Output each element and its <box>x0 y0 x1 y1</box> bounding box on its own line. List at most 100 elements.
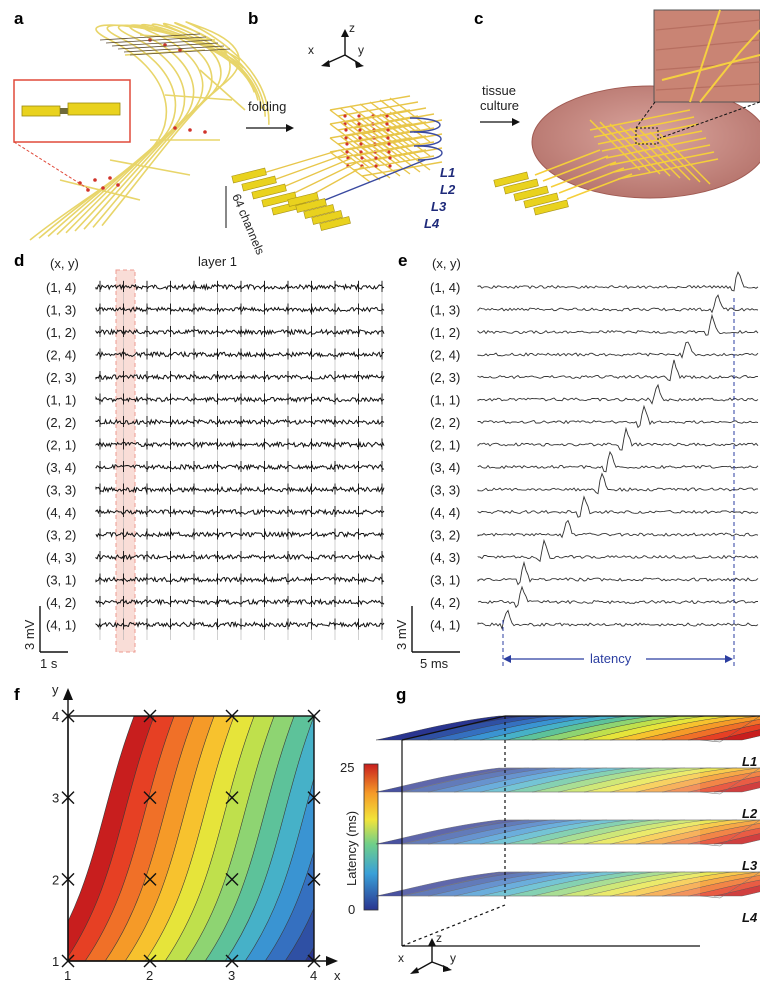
trace <box>95 306 385 314</box>
panel-label-a: a <box>14 9 24 28</box>
row-label: (2, 1) <box>430 438 460 453</box>
row-label: (1, 2) <box>430 325 460 340</box>
layer-plane <box>375 819 760 847</box>
electrode-marker <box>143 791 157 805</box>
f-axis-y: y <box>52 682 59 697</box>
row-label: (4, 1) <box>430 618 460 633</box>
trace <box>95 598 385 606</box>
axis-y-b: y <box>358 43 364 57</box>
g-layer-L4: L4 <box>742 910 758 925</box>
trace <box>95 283 385 291</box>
row-label: (1, 2) <box>46 325 76 340</box>
panel-d-scale-t: 1 s <box>40 656 58 671</box>
spike-trace <box>477 341 759 359</box>
latency-band <box>284 907 314 961</box>
panel-e-spikes: (x, y) (1, 4) (1, 3) (1, 2) (2, 4) (2, 3) (1,… <box>394 256 759 671</box>
row-label: (1, 3) <box>430 303 460 318</box>
spike-trace <box>477 560 759 586</box>
panel-e-scale-v: 3 mV <box>394 619 409 650</box>
y-tick-label: 2 <box>52 872 59 887</box>
layer-label-L3: L3 <box>431 199 447 214</box>
trace <box>95 373 385 381</box>
panel-label-d: d <box>14 251 24 270</box>
electrode-marker <box>61 791 75 805</box>
y-tick-label: 1 <box>52 954 59 969</box>
row-label: (2, 4) <box>46 348 76 363</box>
panel-f-latency-map: y x 1 2 3 4 1 2 3 4 25 0 Latency (ms) <box>52 682 379 983</box>
row-label: (3, 1) <box>46 573 76 588</box>
row-label: (4, 1) <box>46 618 76 633</box>
latency-label: latency <box>590 651 632 666</box>
row-label: (2, 2) <box>430 415 460 430</box>
electrode-marker <box>307 791 321 805</box>
panel-d-recordings: (x, y) layer 1 (1, 4) (1, 3) (1, 2) (2, 4) (… <box>22 254 385 671</box>
row-label: (4, 2) <box>46 595 76 610</box>
layer-plane <box>375 767 760 795</box>
panel-label-e: e <box>398 251 407 270</box>
channels-label: 64 channels <box>229 192 267 257</box>
axis-y-g: y <box>450 951 456 965</box>
layer-plane <box>375 715 760 743</box>
g-layer-L3: L3 <box>742 858 758 873</box>
row-label: (3, 2) <box>46 528 76 543</box>
row-label: (2, 2) <box>46 415 76 430</box>
g-layer-L1: L1 <box>742 754 757 769</box>
culture-label: culture <box>480 98 519 113</box>
trace <box>95 350 384 359</box>
spike-trace <box>477 271 759 292</box>
row-label: (3, 3) <box>430 483 460 498</box>
colorbar-min: 0 <box>348 902 355 917</box>
panel-b-folded-mesh: x y z folding 64 channels L1 L2 L3 L4 <box>225 21 456 257</box>
row-label: (1, 4) <box>430 280 460 295</box>
panel-e-scale-t: 5 ms <box>420 656 449 671</box>
row-label: (4, 2) <box>430 595 460 610</box>
row-label: (4, 3) <box>430 550 460 565</box>
electrode-marker <box>225 872 239 886</box>
spike-trace <box>477 404 759 429</box>
spike-trace <box>477 426 759 451</box>
electrode-marker <box>61 872 75 886</box>
row-label: (3, 1) <box>430 573 460 588</box>
panel-d-header: (x, y) <box>50 256 79 271</box>
row-label: (4, 3) <box>46 550 76 565</box>
g-layer-L2: L2 <box>742 806 758 821</box>
trace <box>95 418 385 426</box>
electrode-marker <box>225 954 239 968</box>
panel-label-f: f <box>14 685 20 704</box>
row-label: (2, 1) <box>46 438 76 453</box>
row-label: (1, 1) <box>46 393 76 408</box>
row-label: (3, 4) <box>46 460 76 475</box>
f-axis-x: x <box>334 968 341 983</box>
electrode-marker <box>143 709 157 723</box>
layer-label-L2: L2 <box>440 182 456 197</box>
y-tick-label: 4 <box>52 709 59 724</box>
electrode-marker <box>307 872 321 886</box>
spike-trace <box>477 495 759 518</box>
colorbar-label: Latency (ms) <box>344 811 359 886</box>
axis-x-b: x <box>308 43 314 57</box>
row-label: (1, 1) <box>430 393 460 408</box>
trace <box>95 440 385 449</box>
electrode-marker <box>143 954 157 968</box>
trace <box>95 485 385 494</box>
spike-trace <box>477 609 759 631</box>
row-label: (1, 3) <box>46 303 76 318</box>
x-tick-label: 2 <box>146 968 153 983</box>
spike-trace <box>477 585 758 609</box>
trace <box>95 530 385 538</box>
layer-label-L1: L1 <box>440 165 455 180</box>
electrode-marker <box>61 709 75 723</box>
trace <box>95 576 385 584</box>
row-label: (1, 4) <box>46 280 76 295</box>
axis-z-g: z <box>436 931 442 945</box>
panel-a-mesh <box>13 21 270 241</box>
axis-x-g: x <box>398 951 404 965</box>
spike-trace <box>477 313 759 336</box>
trace <box>95 620 385 629</box>
spike-trace <box>477 538 759 563</box>
electrode-marker <box>307 709 321 723</box>
row-label: (2, 3) <box>46 370 76 385</box>
panel-g-3d-layers: x y z L1 L2 L3 L4 <box>375 715 760 974</box>
row-label: (3, 4) <box>430 460 460 475</box>
